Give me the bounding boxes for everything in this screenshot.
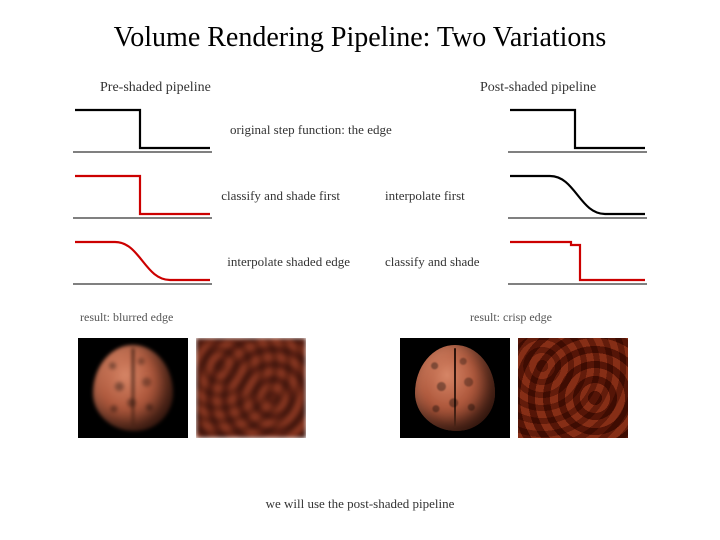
footer-note: we will use the post-shaded pipeline [0,496,720,512]
row1-label: original step function: the edge [230,122,392,138]
right-step3-label: classify and shade [385,254,480,270]
right-texture-image [518,338,628,438]
texture-icon [196,338,306,438]
brain-icon [415,345,495,431]
left-step2-label: classify and shade first [140,188,340,204]
brain-icon [93,345,173,431]
left-texture-image [196,338,306,438]
left-brain-image [78,338,188,438]
left-column-header: Pre-shaded pipeline [100,80,211,96]
right-curve-step1 [505,102,650,160]
left-step3-label: interpolate shaded edge [150,254,350,270]
right-curve-step3 [505,234,650,292]
slide: Volume Rendering Pipeline: Two Variation… [0,0,720,540]
right-column-header: Post-shaded pipeline [480,80,596,96]
left-curve-step1 [70,102,215,160]
right-step2-label: interpolate first [385,188,465,204]
slide-title: Volume Rendering Pipeline: Two Variation… [0,22,720,54]
right-brain-image [400,338,510,438]
right-result-label: result: crisp edge [470,310,552,325]
left-result-label: result: blurred edge [80,310,173,325]
texture-icon [518,338,628,438]
right-curve-step2 [505,168,650,226]
